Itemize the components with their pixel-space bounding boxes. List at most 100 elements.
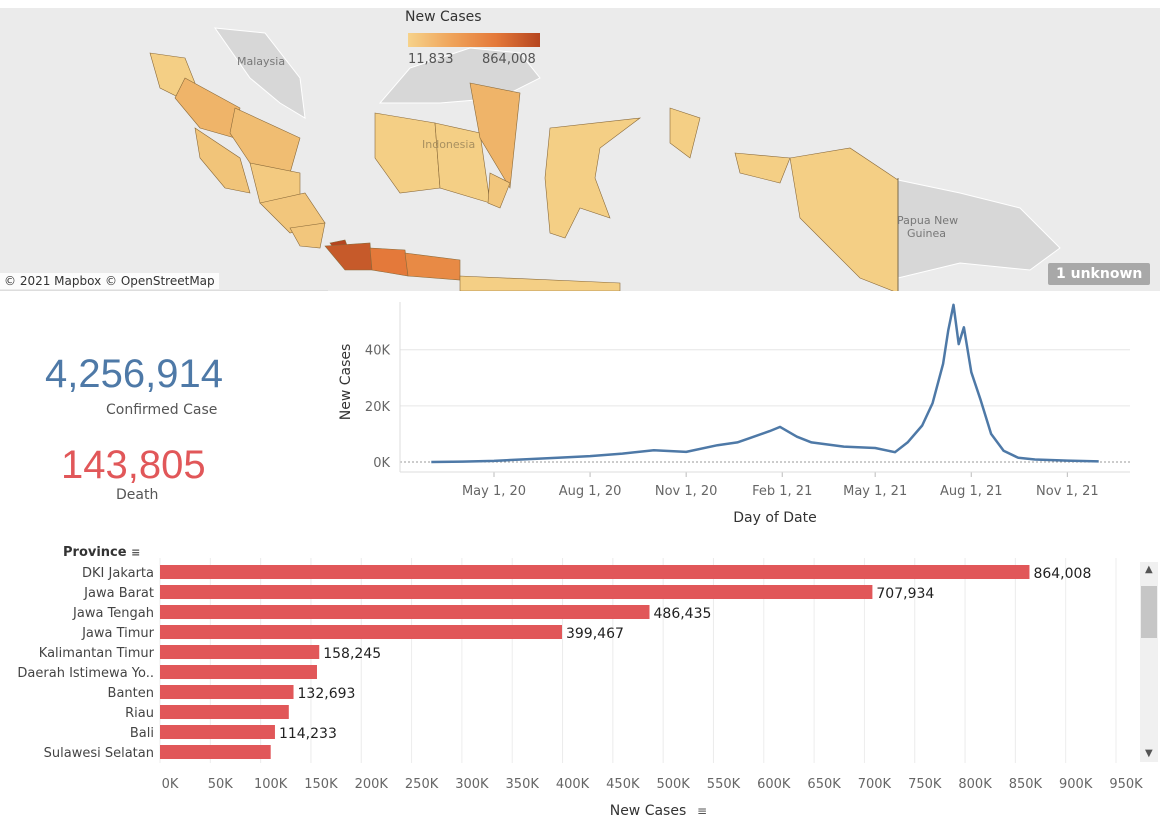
province-kalsel [487,172,511,209]
x-tick-label: 700K [858,777,892,792]
x-tick-label: 200K [355,777,389,792]
province-kaltim [469,82,521,189]
y-tick-label: 40K [365,344,391,359]
x-tick-label: 900K [1059,777,1093,792]
province-kalbar [374,112,441,194]
x-tick-label: 450K [606,777,640,792]
map-canvas[interactable] [0,8,1160,291]
death-value: 143,805 [61,443,206,487]
province-sumut [174,77,241,139]
x-tick-label: 300K [455,777,489,792]
bar [160,625,562,639]
unknown-badge[interactable]: 1 unknown [1048,263,1151,285]
bar-value-label: 158,245 [323,646,381,662]
x-tick-label: Aug 1, 20 [559,484,622,499]
bar [160,665,317,679]
x-tick-label: 400K [556,777,590,792]
x-tick-label: 800K [958,777,992,792]
bar [160,705,289,719]
category-label: Banten [108,686,154,701]
category-label: DKI Jakarta [82,566,154,581]
x-axis-title: Day of Date [733,510,817,526]
x-tick-label: 250K [405,777,439,792]
map-legend-max: 864,008 [482,52,536,67]
bar [160,645,320,659]
bar [160,745,271,759]
bar-value-label: 132,693 [298,686,356,702]
x-tick-label: 0K [162,777,179,792]
y-tick-label: 20K [365,400,391,415]
label-indonesia: Indonesia [422,138,476,151]
bar-value-label: 707,934 [876,586,934,602]
bar-chart[interactable]: 0K 50K 100K 150K 200K 250K 300K 350K 400K 450K 500… [0,538,1160,827]
bar [160,565,1030,579]
death-label: Death [116,487,159,503]
malaysia-land [213,27,306,119]
choropleth-map[interactable]: Malaysia Indonesia Papua New Guinea [0,8,1160,291]
province-ntb-ntt [459,275,621,291]
x-tick-label: 350K [506,777,540,792]
x-tick-label: 600K [757,777,791,792]
scroll-up-icon[interactable]: ▲ [1145,564,1153,575]
divider [0,290,328,291]
x-tick-label: 750K [908,777,942,792]
label-png-1: Papua New [897,214,959,227]
bar [160,725,275,739]
line-chart[interactable]: 0K 20K 40K May 1, 20 Aug 1, 20 Nov 1, 20 Feb 1… [330,292,1160,532]
category-label: Jawa Timur [81,626,155,641]
bar [160,685,294,699]
province-header-label: Province [63,545,127,560]
confirmed-value: 4,256,914 [45,352,223,396]
category-label: Sulawesi Selatan [44,746,154,761]
province-sumbar [194,127,251,194]
x-tick-label: 100K [254,777,288,792]
province-sulawesi [544,117,642,239]
category-label: Jawa Barat [83,586,154,601]
bar-value-label: 486,435 [654,606,712,622]
x-tick-label: 650K [807,777,841,792]
bar [160,585,873,599]
x-tick-label: 850K [1009,777,1043,792]
confirmed-label: Confirmed Case [106,402,218,418]
category-label: Daerah Istimewa Yo.. [17,666,154,681]
x-tick-label: 550K [707,777,741,792]
x-tick-label: May 1, 20 [462,484,526,499]
map-legend-title: New Cases [405,9,482,25]
category-label: Kalimantan Timur [39,646,155,661]
x-axis-title: New Cases [610,803,687,819]
province-header[interactable]: Province ≡ [63,545,140,560]
province-lampung [289,222,326,249]
category-label: Riau [125,706,154,721]
series-line-new-cases [431,303,1099,464]
sort-icon[interactable]: ≡ [131,546,141,559]
x-tick-label: 950K [1109,777,1143,792]
y-tick-label: 0K [373,456,390,471]
scroll-down-icon[interactable]: ▼ [1145,748,1153,759]
x-tick-label: 50K [208,777,234,792]
province-papua [789,147,899,291]
x-tick-label: Aug 1, 21 [940,484,1003,499]
label-malaysia: Malaysia [237,55,286,68]
png-land [897,179,1061,279]
bar-value-label: 399,467 [566,626,624,642]
category-label: Jawa Tengah [72,606,154,621]
y-axis-title: New Cases [338,344,354,421]
map-attribution[interactable]: © 2021 Mapbox © OpenStreetMap [0,273,219,289]
x-tick-label: Feb 1, 21 [752,484,812,499]
x-tick-label: Nov 1, 20 [655,484,718,499]
map-legend-min: 11,833 [408,52,454,67]
x-tick-label: Nov 1, 21 [1036,484,1099,499]
map-legend-gradient [408,33,540,47]
province-maluku-south [734,152,791,184]
sort-icon: ≡ [697,804,707,818]
label-png-2: Guinea [907,227,947,240]
category-label: Bali [130,726,154,741]
bar-value-label: 864,008 [1033,566,1091,582]
bar [160,605,650,619]
bar-value-label: 114,233 [279,726,337,742]
x-tick-label: May 1, 21 [843,484,907,499]
x-tick-label: 500K [656,777,690,792]
scrollbar-thumb[interactable] [1141,586,1157,638]
x-tick-label: 150K [304,777,338,792]
province-maluku [669,107,701,159]
